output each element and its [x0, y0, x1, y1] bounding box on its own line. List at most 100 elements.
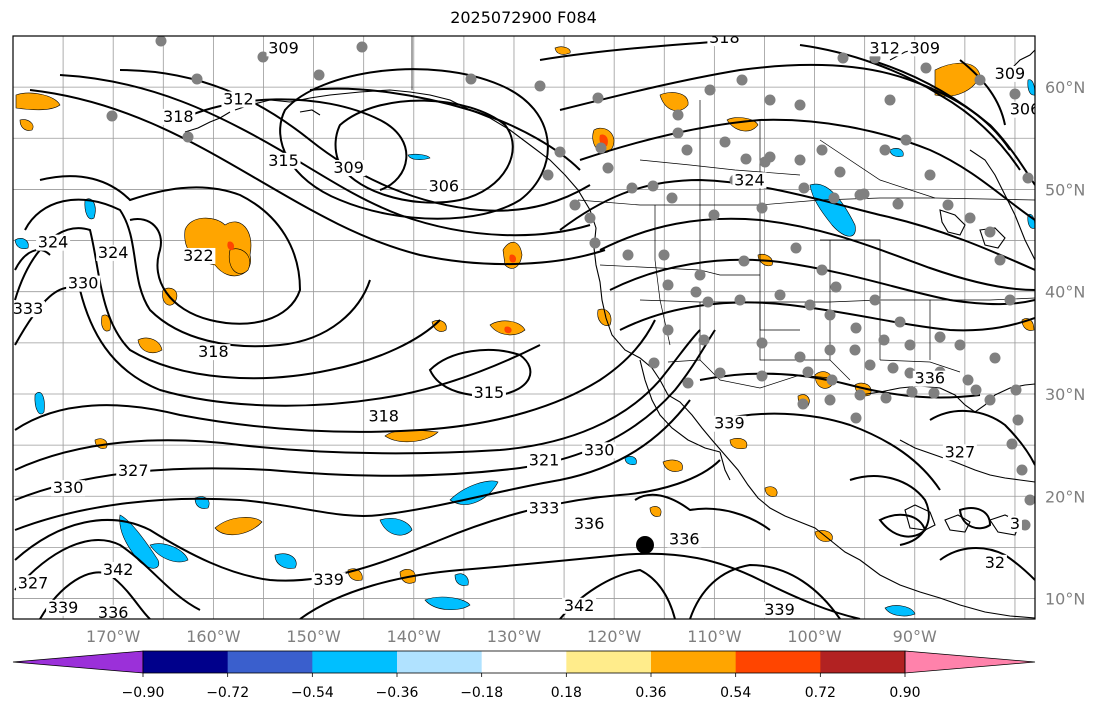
- contour-label: 322: [183, 246, 214, 265]
- station-marker: [1024, 494, 1035, 506]
- contour-label: 318: [709, 28, 740, 47]
- station-marker: [826, 374, 838, 386]
- station-marker: [672, 109, 684, 121]
- contour-label-bg: [1007, 515, 1022, 532]
- contour-label: 306: [429, 176, 460, 195]
- station-marker: [802, 366, 814, 378]
- contour-label-bg: [867, 40, 902, 57]
- contour-label: 339: [764, 600, 795, 619]
- contour-label: 339: [48, 598, 79, 617]
- station-marker: [764, 94, 776, 106]
- station-marker: [790, 242, 802, 254]
- colorbar-segment: [820, 651, 906, 673]
- colorbar-tick-label: −0.36: [376, 685, 419, 701]
- station-marker: [182, 131, 194, 143]
- station-marker: [534, 80, 546, 92]
- station-marker: [974, 74, 986, 86]
- station-marker: [714, 367, 726, 379]
- station-marker: [698, 334, 710, 346]
- station-marker: [690, 286, 702, 298]
- contour-label: 312: [223, 89, 254, 108]
- station-marker: [584, 212, 596, 224]
- station-marker: [794, 154, 806, 166]
- contour-label: 315: [268, 151, 299, 170]
- station-marker: [554, 146, 566, 158]
- station-marker: [984, 226, 996, 238]
- contour-label-bg: [266, 152, 301, 169]
- station-marker: [878, 334, 890, 346]
- station-marker: [964, 212, 976, 224]
- contour-label: 318: [163, 107, 194, 126]
- station-marker: [740, 153, 752, 165]
- station-marker: [794, 351, 806, 363]
- contour-label-bg: [51, 480, 86, 497]
- station-marker: [647, 180, 659, 192]
- contour-label: 330: [584, 440, 615, 459]
- station-marker: [106, 110, 118, 122]
- station-marker: [924, 169, 936, 181]
- lon-tick-label: 100°W: [787, 627, 842, 646]
- station-marker: [904, 367, 916, 379]
- contour-label: 324: [38, 233, 69, 252]
- station-marker: [694, 269, 706, 281]
- station-marker: [869, 294, 881, 306]
- contour-label: 309: [910, 38, 941, 57]
- station-marker: [854, 189, 866, 201]
- station-marker: [569, 199, 581, 211]
- contour-label-bg: [667, 531, 702, 548]
- station-marker: [1006, 438, 1018, 450]
- contour-label-bg: [912, 370, 947, 387]
- station-marker: [989, 352, 1001, 364]
- station-marker: [602, 162, 614, 174]
- contour-label-bg: [562, 597, 597, 614]
- longitude-axis: 170°W 160°W 150°W 140°W 130°W 120°W 110°W 100°W…: [86, 627, 937, 646]
- station-marker: [756, 337, 768, 349]
- contour-label: 330: [68, 274, 99, 293]
- contour-label-bg: [712, 415, 747, 432]
- contour-label: 333: [13, 299, 44, 318]
- station-marker: [962, 374, 974, 386]
- station-marker: [759, 156, 771, 168]
- station-marker: [465, 73, 477, 85]
- colorbar-segment: [397, 651, 483, 673]
- contour-label-bg: [471, 385, 506, 402]
- contour-label-bg: [426, 178, 461, 195]
- colorbar-tick-label: −0.18: [460, 685, 503, 701]
- colorbar-tick-label: 0.36: [635, 685, 666, 701]
- station-marker: [849, 344, 861, 356]
- contour-label-bg: [96, 604, 131, 619]
- contour-label-bg: [36, 234, 71, 251]
- map-content: 309 318 312 309 309 306 318 312 315 309 306 324 324 3…: [13, 28, 1035, 619]
- contour-label-bg: [907, 40, 942, 57]
- colorbar-segment: [481, 651, 567, 673]
- contour-label-bg: [942, 444, 977, 461]
- station-marker: [756, 370, 768, 382]
- station-marker: [824, 344, 836, 356]
- lon-tick-label: 140°W: [387, 627, 442, 646]
- contour-label: 318: [368, 407, 399, 426]
- contour-label: 309: [268, 38, 299, 57]
- station-marker: [592, 92, 604, 104]
- colorbar-segment: [566, 651, 652, 673]
- contour-label: 32: [985, 553, 1005, 572]
- station-marker: [887, 362, 899, 374]
- contour-label: 309: [995, 64, 1026, 83]
- contour-label-bg: [16, 575, 51, 592]
- station-marker: [662, 324, 674, 336]
- contour-label: 342: [564, 596, 595, 615]
- station-marker: [892, 198, 904, 210]
- station-marker: [794, 99, 806, 111]
- station-marker: [734, 294, 746, 306]
- station-marker: [662, 279, 674, 291]
- contour-label: 336: [574, 514, 605, 533]
- contour-label-bg: [527, 452, 562, 469]
- station-marker: [900, 134, 912, 146]
- contour-label-bg: [196, 344, 231, 361]
- station-marker: [850, 412, 862, 424]
- colorbar-tick-label: −0.72: [206, 685, 249, 701]
- map-title: 2025072900 F084: [450, 8, 597, 27]
- contour-label-bg: [13, 301, 46, 318]
- station-marker: [942, 199, 954, 211]
- colorbar-tick-label: 0.18: [551, 685, 582, 701]
